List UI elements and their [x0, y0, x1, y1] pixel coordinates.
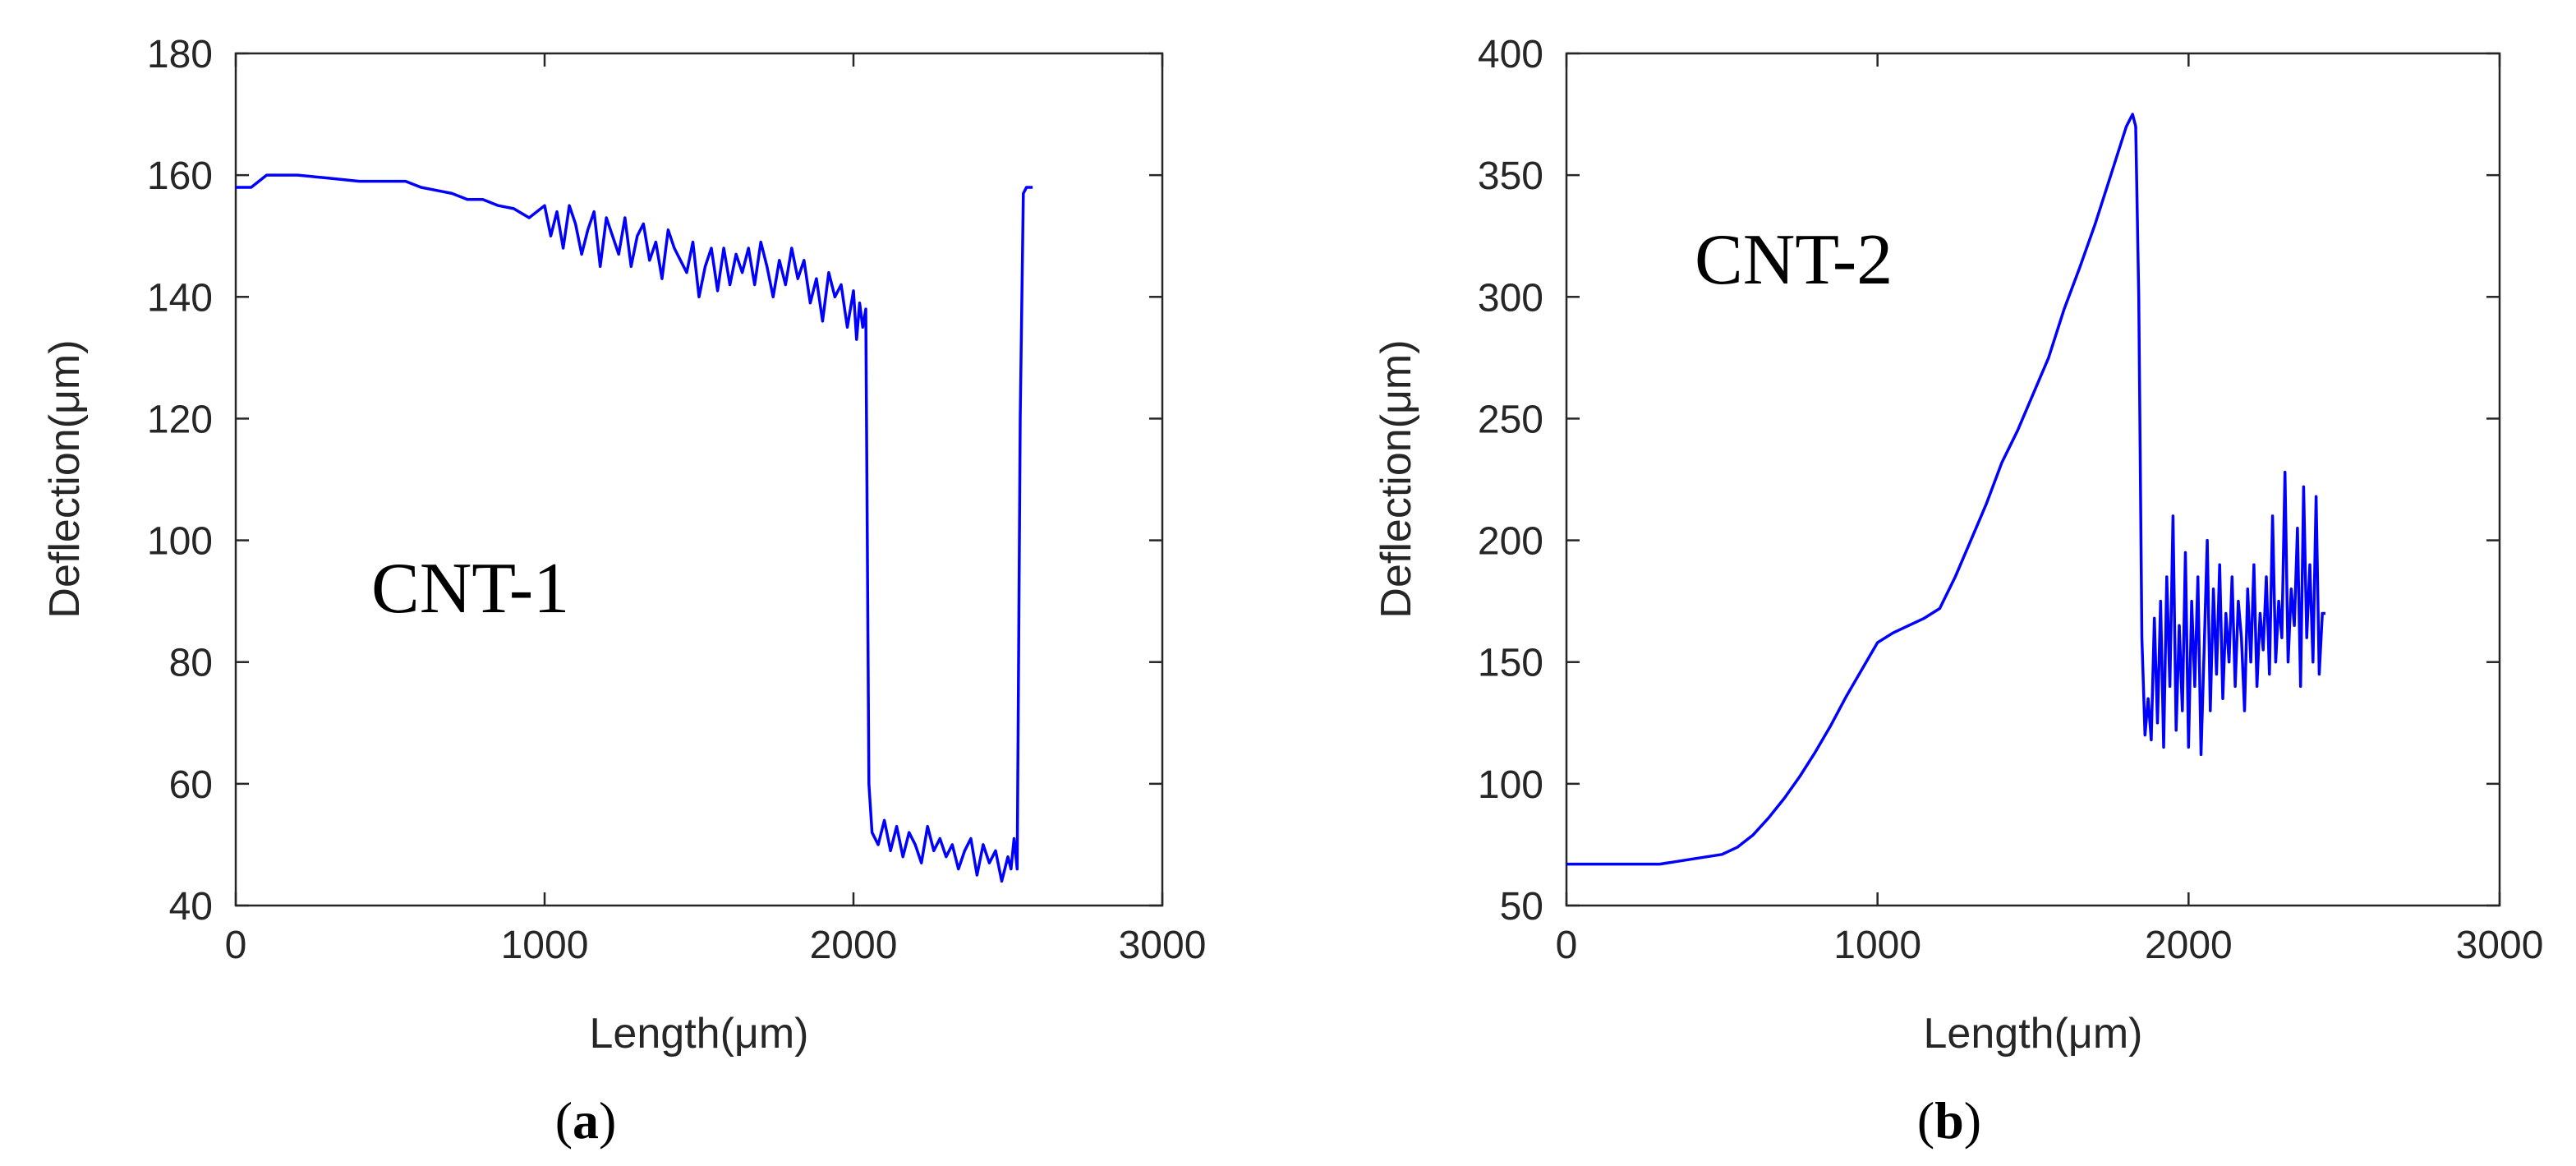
panel-b-y-tick-label: 400 — [1478, 33, 1543, 76]
panel-b-annotation: CNT-2 — [1695, 220, 1893, 300]
panel-a-x-tick-label: 0 — [225, 924, 247, 967]
panel-a-y-axis-label: Deflection(μm) — [41, 339, 89, 618]
panel-a-ticks: 0 1000 2000 3000 40 60 80 100 120 140 160 180 — [147, 33, 1206, 967]
panel-a-caption: (a) — [555, 1091, 617, 1150]
panel-b-y-axis-label: Deflection(μm) — [1373, 339, 1420, 618]
panel-a-y-tick-label: 140 — [147, 276, 213, 320]
panel-a-y-tick-label: 40 — [169, 885, 213, 929]
panel-a-caption-close: ) — [599, 1091, 616, 1150]
panel-a-y-tick-label: 60 — [169, 763, 213, 807]
panel-b-x-axis-label: Length(μm) — [1924, 1010, 2143, 1058]
panel-a-annotation: CNT-1 — [371, 549, 569, 629]
panel-b-caption: (b) — [1917, 1091, 1981, 1150]
panel-a-caption-open: ( — [555, 1091, 573, 1150]
panel-a-x-axis-label: Length(μm) — [590, 1010, 809, 1058]
panel-b-chart: 0 1000 2000 3000 50 100 150 200 250 300 350 400 CNT… — [1373, 33, 2543, 1150]
panel-b-y-tick-label: 200 — [1478, 520, 1543, 564]
panel-b-data-line — [1566, 113, 2325, 866]
panel-a-data-line — [236, 173, 1033, 883]
panel-b-y-tick-label: 150 — [1478, 642, 1543, 685]
panel-a-y-tick-label: 100 — [147, 520, 213, 564]
panel-a-caption-letter: a — [573, 1091, 599, 1150]
panel-b-x-tick-label: 0 — [1556, 924, 1578, 967]
panel-a-x-tick-label: 3000 — [1119, 924, 1207, 967]
panel-b-y-tick-label: 100 — [1478, 763, 1543, 807]
panel-b-y-tick-label: 300 — [1478, 276, 1543, 320]
panel-b-caption-close: ) — [1964, 1091, 1981, 1150]
panel-b-plot-frame — [1565, 52, 2501, 907]
panel-b-y-tick-label: 350 — [1478, 154, 1543, 198]
panel-b-y-tick-label: 50 — [1500, 885, 1543, 929]
panel-a-y-tick-label: 120 — [147, 398, 213, 441]
panel-a-y-tick-label: 160 — [147, 154, 213, 198]
panel-b-series-line-0 — [1566, 113, 2325, 866]
panel-b-y-tick-label: 250 — [1478, 398, 1543, 441]
panel-b-x-tick-label: 3000 — [2456, 924, 2544, 967]
panel-a-y-tick-label: 180 — [147, 33, 213, 76]
panel-a-y-tick-label: 80 — [169, 642, 213, 685]
panel-b-ticks: 0 1000 2000 3000 50 100 150 200 250 300 350 400 — [1478, 33, 2543, 967]
panel-b-caption-open: ( — [1917, 1091, 1934, 1150]
panel-a-plot-frame — [234, 52, 1164, 907]
panel-a-x-tick-label: 1000 — [501, 924, 589, 967]
panel-b-x-tick-label: 2000 — [2145, 924, 2233, 967]
panel-b-caption-letter: b — [1934, 1091, 1964, 1150]
panel-a-chart: 0 1000 2000 3000 40 60 80 100 120 140 160 180 CNT-1… — [41, 33, 1206, 1150]
panel-b-x-tick-label: 1000 — [1833, 924, 1921, 967]
panel-a-x-tick-label: 2000 — [810, 924, 898, 967]
panel-a-series-line-0 — [236, 173, 1033, 883]
